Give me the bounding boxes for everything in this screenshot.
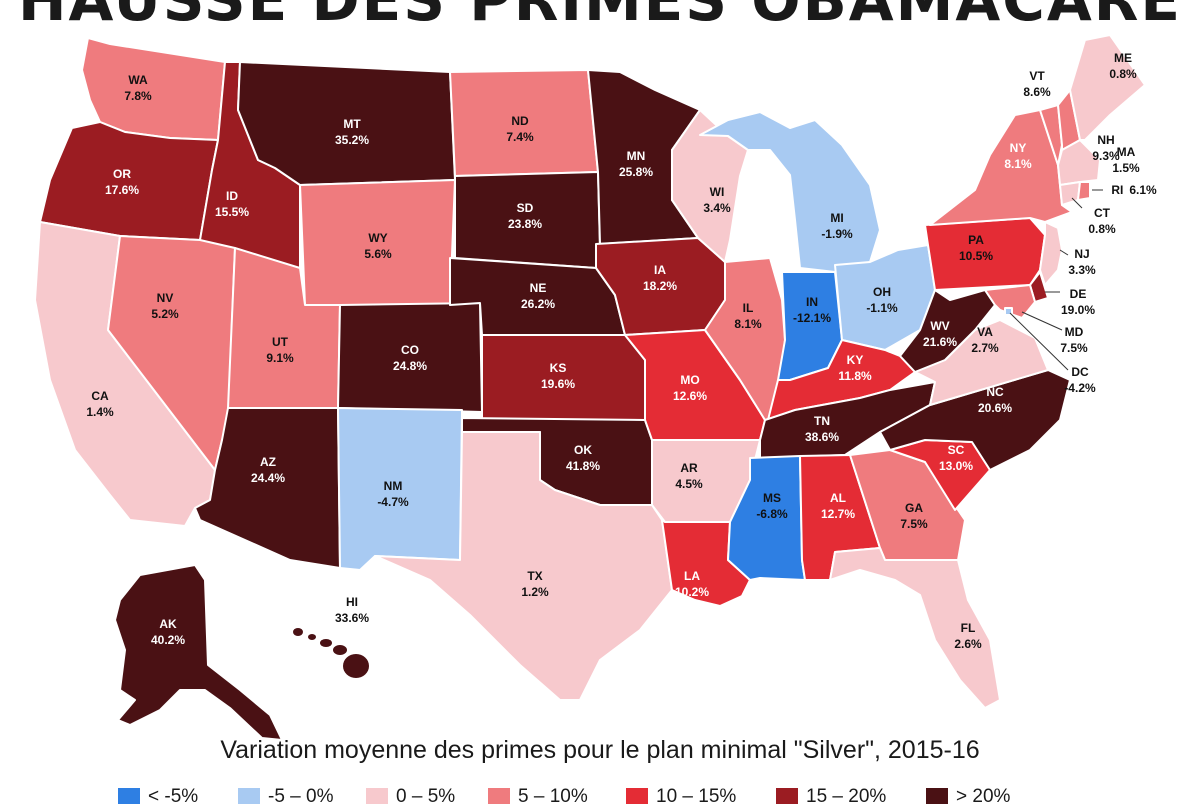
state-label-tx: TX 1.2% xyxy=(521,569,549,599)
state-label-oh: OH -1.1% xyxy=(866,285,898,315)
state-tx[interactable] xyxy=(374,431,673,701)
state-label-mn: MN 25.8% xyxy=(619,149,653,179)
state-ri[interactable] xyxy=(1077,181,1091,201)
state-label-sc: SC 13.0% xyxy=(939,443,973,473)
state-label-wy: WY 5.6% xyxy=(364,231,392,261)
state-label-nm: NM -4.7% xyxy=(377,479,409,509)
state-me[interactable] xyxy=(1069,34,1146,141)
legend-swatch xyxy=(366,788,388,804)
state-co[interactable] xyxy=(337,302,483,413)
state-label-ia: IA 18.2% xyxy=(643,263,677,293)
state-hi[interactable] xyxy=(293,628,369,678)
legend-swatch xyxy=(776,788,798,804)
legend-label: > 20% xyxy=(956,786,1011,807)
state-label-pa: PA 10.5% xyxy=(959,233,993,263)
state-ak[interactable] xyxy=(114,564,283,741)
leader-md xyxy=(1021,311,1063,331)
legend-label: 10 – 15% xyxy=(656,786,737,807)
state-label-md: MD 7.5% xyxy=(1060,325,1088,355)
state-label-in: IN -12.1% xyxy=(793,295,831,325)
state-label-dc: DC -4.2% xyxy=(1064,365,1096,395)
state-label-tn: TN 38.6% xyxy=(805,414,839,444)
state-label-nc: NC 20.6% xyxy=(978,385,1012,415)
legend-label: 15 – 20% xyxy=(806,786,887,807)
state-label-nj: NJ 3.3% xyxy=(1068,247,1096,277)
state-fl[interactable] xyxy=(829,547,1001,709)
legend-swatch xyxy=(488,788,510,804)
state-label-mo: MO 12.6% xyxy=(673,373,707,403)
state-label-ne: NE 26.2% xyxy=(521,281,555,311)
state-wi[interactable] xyxy=(671,109,749,263)
leader-ct xyxy=(1071,197,1083,209)
state-label-ga: GA 7.5% xyxy=(900,501,928,531)
state-label-nh: NH 9.3% xyxy=(1092,133,1120,163)
state-label-de: DE 19.0% xyxy=(1061,287,1095,317)
state-label-vt: VT 8.6% xyxy=(1023,69,1051,99)
state-label-ri: RI 6.1% xyxy=(1111,183,1157,197)
state-label-wi: WI 3.4% xyxy=(703,185,731,215)
state-label-hi: HI 33.6% xyxy=(335,595,369,625)
state-label-ky: KY 11.8% xyxy=(838,353,872,383)
legend: < -5% -5 – 0% 0 – 5% 5 – 10% 10 – 15% 15… xyxy=(118,786,1098,807)
state-label-ks: KS 19.6% xyxy=(541,361,575,391)
state-or[interactable] xyxy=(39,121,219,241)
legend-label: < -5% xyxy=(148,786,199,807)
state-label-ca: CA 1.4% xyxy=(86,389,114,419)
state-label-id: ID 15.5% xyxy=(215,189,249,219)
state-label-me: ME 0.8% xyxy=(1109,51,1137,81)
legend-swatch xyxy=(118,788,140,804)
state-label-ny: NY 8.1% xyxy=(1004,141,1032,171)
state-label-ms: MS -6.8% xyxy=(756,491,788,521)
legend-swatch xyxy=(238,788,260,804)
state-label-co: CO 24.8% xyxy=(393,343,427,373)
state-label-ak: AK 40.2% xyxy=(151,617,185,647)
state-md[interactable] xyxy=(984,284,1036,319)
map-subtitle: Variation moyenne des primes pour le pla… xyxy=(220,736,980,764)
state-label-il: IL 8.1% xyxy=(734,301,762,331)
state-ct[interactable] xyxy=(1059,181,1081,206)
leader-dc xyxy=(1009,312,1069,371)
state-label-sd: SD 23.8% xyxy=(508,201,542,231)
state-label-va: VA 2.7% xyxy=(971,325,999,355)
state-label-ok: OK 41.8% xyxy=(566,443,600,473)
legend-label: -5 – 0% xyxy=(268,786,334,807)
state-label-wv: WV 21.6% xyxy=(923,319,957,349)
state-label-nv: NV 5.2% xyxy=(151,291,179,321)
state-nj[interactable] xyxy=(1039,221,1063,286)
state-label-ar: AR 4.5% xyxy=(675,461,703,491)
leader-nj xyxy=(1059,249,1069,256)
state-label-mi: MI -1.9% xyxy=(821,211,853,241)
legend-swatch xyxy=(926,788,948,804)
state-label-ut: UT 9.1% xyxy=(266,335,294,365)
state-label-la: LA 10.2% xyxy=(675,569,709,599)
state-label-ma: MA 1.5% xyxy=(1112,145,1140,175)
state-label-al: AL 12.7% xyxy=(821,491,855,521)
state-label-mt: MT 35.2% xyxy=(335,117,369,147)
state-label-fl: FL 2.6% xyxy=(954,621,982,651)
state-label-or: OR 17.6% xyxy=(105,167,139,197)
state-label-az: AZ 24.4% xyxy=(251,455,285,485)
legend-label: 5 – 10% xyxy=(518,786,588,807)
map-title: HAUSSE DES PRIMES OBAMACARE xyxy=(17,0,1182,34)
state-wv[interactable] xyxy=(899,289,996,373)
state-label-wa: WA 7.8% xyxy=(124,73,152,103)
legend-label: 0 – 5% xyxy=(396,786,456,807)
state-label-nd: ND 7.4% xyxy=(506,114,534,144)
state-label-ct: CT 0.8% xyxy=(1088,206,1116,236)
legend-swatch xyxy=(626,788,648,804)
